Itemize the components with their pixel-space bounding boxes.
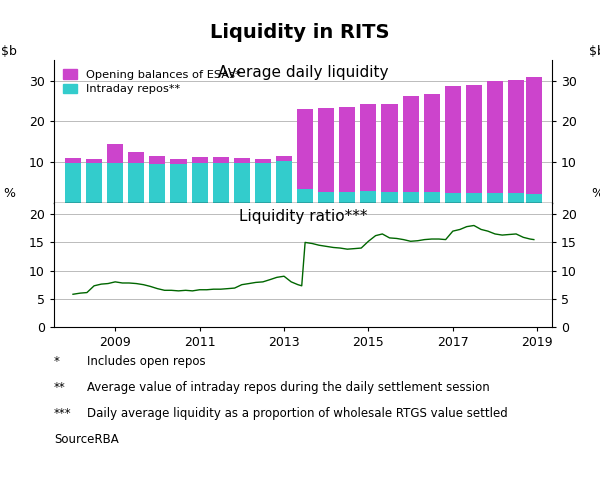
Bar: [234, 158, 250, 163]
Bar: [403, 96, 419, 192]
Text: $b: $b: [1, 44, 17, 57]
Bar: [297, 109, 313, 189]
Bar: [65, 163, 81, 203]
Bar: [318, 192, 334, 203]
Bar: [191, 156, 208, 163]
Text: Includes open repos: Includes open repos: [87, 355, 206, 368]
Text: %: %: [3, 188, 15, 201]
Bar: [276, 156, 292, 161]
Bar: [445, 86, 461, 193]
Bar: [86, 163, 102, 203]
Text: $b: $b: [589, 44, 600, 57]
Bar: [382, 104, 398, 192]
Bar: [361, 104, 376, 191]
Legend: Opening balances of ESAs*, Intraday repos**: Opening balances of ESAs*, Intraday repo…: [59, 66, 244, 98]
Bar: [212, 163, 229, 203]
Bar: [149, 164, 166, 203]
Bar: [276, 161, 292, 203]
Bar: [128, 152, 145, 163]
Bar: [170, 158, 187, 164]
Text: %: %: [591, 188, 600, 201]
Bar: [487, 193, 503, 203]
Text: ***: ***: [54, 407, 71, 420]
Bar: [339, 192, 355, 203]
Text: Daily average liquidity as a proportion of wholesale RTGS value settled: Daily average liquidity as a proportion …: [87, 407, 508, 420]
Bar: [318, 108, 334, 192]
Bar: [466, 85, 482, 193]
Bar: [526, 77, 542, 194]
Bar: [508, 79, 524, 193]
Bar: [382, 192, 398, 203]
Bar: [526, 194, 542, 203]
Bar: [487, 80, 503, 193]
Bar: [508, 193, 524, 203]
Bar: [149, 156, 166, 164]
Text: Average value of intraday repos during the daily settlement session: Average value of intraday repos during t…: [87, 381, 490, 394]
Bar: [212, 157, 229, 163]
Bar: [339, 107, 355, 192]
Bar: [297, 189, 313, 203]
Bar: [107, 163, 123, 203]
Bar: [65, 158, 81, 163]
Bar: [424, 94, 440, 192]
Text: *: *: [54, 355, 60, 368]
Bar: [403, 192, 419, 203]
Bar: [234, 163, 250, 203]
Text: **: **: [54, 381, 66, 394]
Bar: [107, 144, 123, 163]
Bar: [424, 192, 440, 203]
Bar: [466, 193, 482, 203]
Text: Liquidity in RITS: Liquidity in RITS: [210, 23, 390, 42]
Bar: [445, 193, 461, 203]
Bar: [255, 158, 271, 163]
Bar: [86, 158, 102, 163]
Text: Average daily liquidity: Average daily liquidity: [218, 65, 388, 79]
Bar: [128, 163, 145, 203]
Text: Source:: Source:: [54, 433, 98, 446]
Text: Liquidity ratio***: Liquidity ratio***: [239, 209, 367, 224]
Text: RBA: RBA: [87, 433, 119, 446]
Bar: [361, 191, 376, 203]
Bar: [170, 164, 187, 203]
Bar: [255, 163, 271, 203]
Bar: [191, 163, 208, 203]
